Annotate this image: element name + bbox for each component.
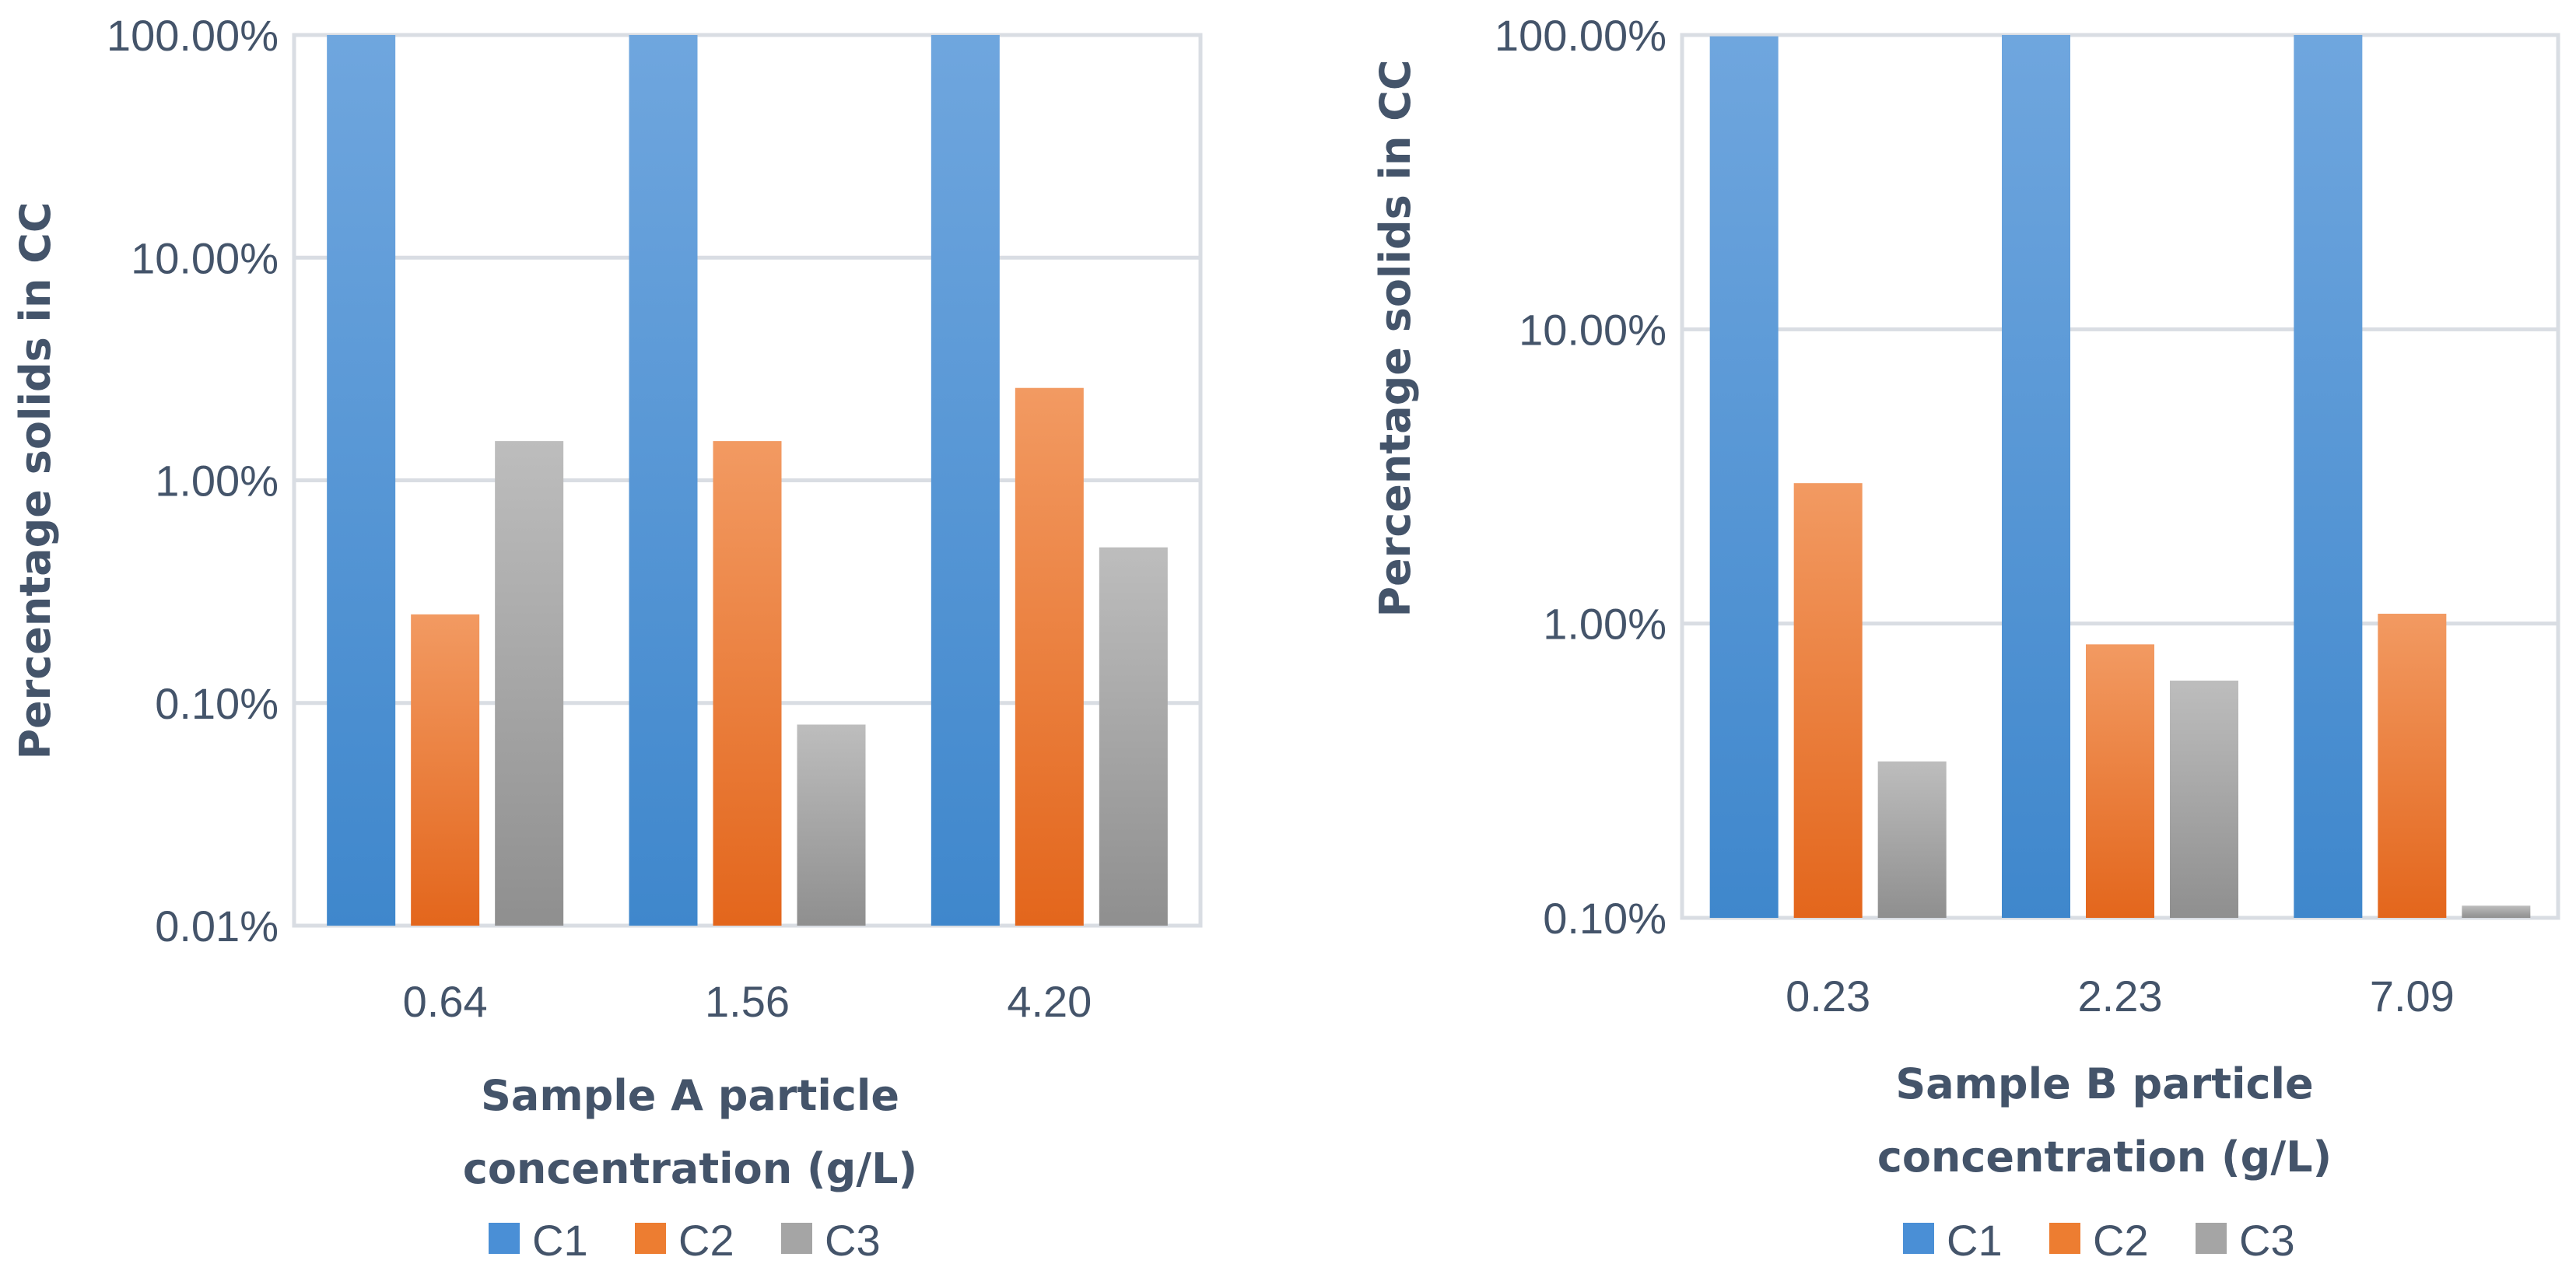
chart-a-bar-c3-4.20: [1099, 547, 1168, 926]
chart-b-bar-c2-0.23: [1793, 483, 1863, 918]
chart-a-x-axis-title-line1: Sample A particle: [481, 1071, 899, 1120]
chart-a-category-label: 1.56: [705, 977, 790, 1026]
chart-b-ytick-label: 0.10%: [1543, 894, 1667, 943]
chart-a-category-label: 4.20: [1007, 977, 1092, 1026]
chart-a-legend-label-c3: C3: [825, 1216, 881, 1265]
chart-a-ytick-label: 100.00%: [107, 11, 279, 60]
chart-b-ytick-label: 10.00%: [1519, 305, 1667, 354]
chart-b-y-axis-title: Percentage solids in CC: [1371, 59, 1420, 617]
chart-b-category-label: 2.23: [2078, 972, 2163, 1021]
chart-b-bar-c2-7.09: [2378, 614, 2447, 918]
chart-a-bar-c1-0.64: [327, 35, 396, 926]
chart-a-legend-label-c1: C1: [532, 1216, 588, 1265]
chart-a-bar-c3-0.64: [495, 441, 564, 926]
chart-sample-b: 0.10% 1.00% 10.00% 100.00% 0.23 2.23 7.09 Per…: [1371, 11, 2560, 1265]
chart-b-legend-swatch-c3: [2196, 1223, 2227, 1254]
chart-a-ytick-label: 0.10%: [155, 679, 279, 728]
chart-sample-a: 0.01% 0.10% 1.00% 10.00% 100.00% 0.64 1.56 4.2…: [11, 11, 1203, 1265]
chart-b-legend-label-c3: C3: [2239, 1216, 2295, 1265]
chart-b-category-label: 0.23: [1786, 972, 1870, 1021]
chart-b-legend-label-c2: C2: [2093, 1216, 2149, 1265]
chart-a-legend-label-c2: C2: [678, 1216, 734, 1265]
chart-a-bar-c2-1.56: [713, 441, 782, 926]
chart-a-ytick-label: 1.00%: [155, 457, 279, 506]
chart-b-x-axis-title-line1: Sample B particle: [1895, 1059, 2313, 1108]
chart-a-yticks: 0.01% 0.10% 1.00% 10.00% 100.00%: [107, 11, 279, 951]
chart-b-bar-c2-2.23: [2086, 644, 2154, 918]
chart-a-bars: [327, 35, 1168, 926]
chart-b-bar-c3-2.23: [2170, 680, 2238, 918]
chart-a-legend-swatch-c3: [781, 1223, 812, 1254]
chart-a-ytick-label: 0.01%: [155, 902, 279, 951]
chart-a-bar-c2-0.64: [411, 614, 480, 926]
chart-b-bar-c3-7.09: [2462, 905, 2531, 918]
chart-b-xticks: 0.23 2.23 7.09: [1786, 972, 2455, 1021]
chart-b-bar-c1-7.09: [2294, 35, 2363, 918]
chart-b-category-label: 7.09: [2370, 972, 2455, 1021]
chart-a-xticks: 0.64 1.56 4.20: [403, 977, 1092, 1026]
chart-b-bar-c1-2.23: [2002, 35, 2070, 918]
chart-a-bar-c1-4.20: [931, 35, 1000, 926]
chart-a-x-axis-title-line2: concentration (g/L): [463, 1144, 917, 1193]
chart-b-bars: [1709, 35, 2531, 918]
chart-a-category-label: 0.64: [403, 977, 488, 1026]
chart-a-legend: C1 C2 C3: [489, 1216, 881, 1265]
chart-a-legend-swatch-c2: [635, 1223, 666, 1254]
chart-b-x-axis-title-line2: concentration (g/L): [1877, 1133, 2332, 1182]
chart-a-bar-c3-1.56: [797, 724, 866, 926]
chart-b-legend-swatch-c2: [2049, 1223, 2080, 1254]
chart-b-bar-c3-0.23: [1877, 761, 1947, 918]
chart-a-legend-swatch-c1: [489, 1223, 520, 1254]
chart-b-ytick-label: 100.00%: [1495, 11, 1667, 60]
chart-a-bar-c2-4.20: [1015, 387, 1084, 926]
chart-a-bar-c1-1.56: [629, 35, 698, 926]
chart-b-bar-c1-0.23: [1709, 36, 1779, 918]
chart-a-y-axis-title: Percentage solids in CC: [11, 201, 60, 759]
chart-b-legend-label-c1: C1: [1947, 1216, 2003, 1265]
chart-b-legend: C1 C2 C3: [1903, 1216, 2295, 1265]
chart-a-ytick-label: 10.00%: [131, 233, 279, 282]
chart-b-legend-swatch-c1: [1903, 1223, 1934, 1254]
chart-b-ytick-label: 1.00%: [1543, 600, 1667, 649]
chart-b-yticks: 0.10% 1.00% 10.00% 100.00%: [1495, 11, 1667, 943]
